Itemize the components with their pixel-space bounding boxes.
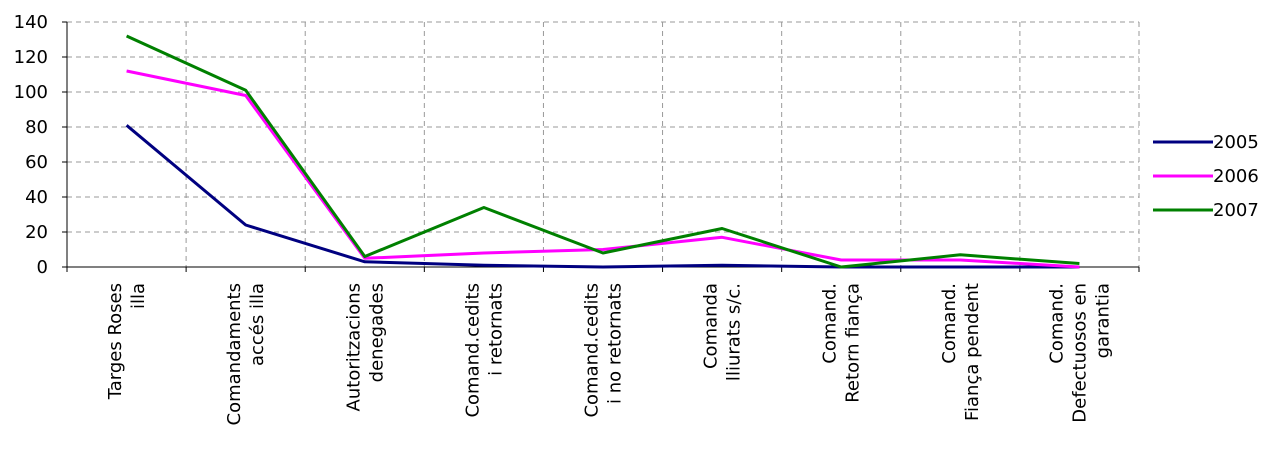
legend-label: 2006 [1213, 166, 1259, 187]
x-category-label: Comand.cedits i no retornats [582, 283, 626, 418]
x-tick-label: Retorn fiança [843, 283, 864, 403]
x-tick-label: garantia [1092, 283, 1113, 358]
x-category-label: Autoritzacions denegades [343, 283, 387, 411]
x-tick-label: i no retornats [605, 283, 626, 404]
y-tick-label: 0 [37, 257, 48, 278]
x-category-label: Comand.cedits i retornats [462, 283, 506, 418]
x-tick-label: Fiança pendent [962, 283, 983, 421]
x-tick-label: Comandaments [224, 283, 245, 425]
x-tick-label: Comand.cedits [462, 283, 483, 418]
series-line-2006 [126, 69, 1080, 269]
y-tick-label: 40 [25, 187, 48, 208]
y-tick-label: 140 [14, 12, 48, 33]
x-tick-label: Comanda [701, 283, 722, 369]
axis-labels: 0 20 40 60 80 100 120 140 Targes Roses illa Comand… [14, 12, 1114, 425]
x-tick-label: i retornats [485, 283, 506, 376]
legend: 2005 2006 2007 [1153, 132, 1259, 221]
series-lines [125, 34, 1080, 269]
x-tick-label: accés illa [247, 283, 268, 366]
legend-label: 2007 [1213, 200, 1259, 221]
y-tick-label: 80 [25, 117, 48, 138]
x-category-label: Comandaments accés illa [224, 283, 268, 425]
x-tick-label: Autoritzacions [343, 283, 364, 411]
x-category-label: Comand. Defectuosos en garantia [1046, 283, 1113, 423]
x-category-label: Comand. Fiança pendent [939, 283, 983, 421]
x-tick-label: denegades [366, 283, 387, 382]
axes [62, 21, 1140, 272]
series-line-2007 [125, 34, 1080, 269]
x-tick-label: Comand.cedits [582, 283, 603, 418]
y-tick-label: 120 [14, 47, 48, 68]
x-category-label: Comanda lliurats s/c. [701, 283, 745, 381]
grid [67, 21, 1140, 267]
legend-label: 2005 [1213, 132, 1259, 153]
x-tick-label: Comand. [939, 283, 960, 364]
y-tick-label: 20 [25, 222, 48, 243]
x-tick-label: Targes Roses [105, 283, 126, 400]
x-category-label: Comand. Retorn fiança [820, 283, 864, 403]
x-category-label: Targes Roses illa [105, 283, 149, 400]
x-tick-label: lliurats s/c. [724, 283, 745, 381]
x-tick-label: illa [128, 283, 149, 309]
x-tick-label: Comand. [1046, 283, 1067, 364]
x-tick-label: Defectuosos en [1069, 283, 1090, 423]
y-tick-label: 60 [25, 152, 48, 173]
series-line-2005 [125, 124, 1080, 269]
x-tick-label: Comand. [820, 283, 841, 364]
y-tick-label: 100 [14, 82, 48, 103]
